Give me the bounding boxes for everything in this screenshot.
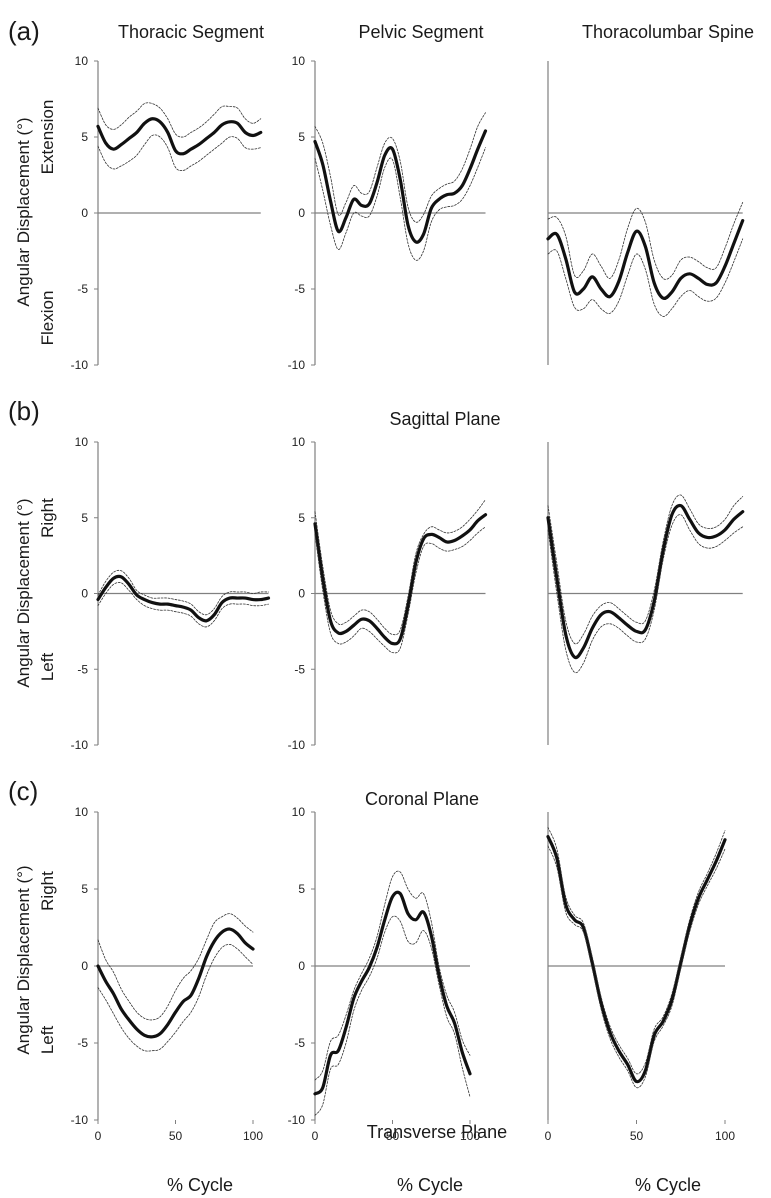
panel-a1-lower-line <box>97 134 262 172</box>
plane-label-sagittal: Sagittal Plane <box>389 409 500 429</box>
panel-b3-lower-line <box>547 514 744 674</box>
row-b-ylabel: Angular Displacement (°) <box>14 498 33 687</box>
column-title-thoracic: Thoracic Segment <box>118 22 264 42</box>
panel-c2-y-tick-label: 0 <box>298 959 305 973</box>
panel-c1-y-tick-label: -5 <box>77 1036 88 1050</box>
panel-b1-y-tick-label: 5 <box>81 511 88 525</box>
plane-label-coronal: Coronal Plane <box>365 789 479 809</box>
x-label-col-3: % Cycle <box>635 1175 701 1195</box>
panel-a2-upper-line <box>314 112 486 223</box>
panel-b2: 10 5 0 -5 -10 <box>288 435 488 752</box>
row-c-ylabel-negative: Left <box>38 1026 57 1055</box>
panel-c2-y-tick-label: 5 <box>298 882 305 896</box>
panel-b1-y-tick-label: 0 <box>81 587 88 601</box>
x-label-col-2: % Cycle <box>397 1175 463 1195</box>
panel-a1-y-tick-label: 0 <box>81 206 88 220</box>
panel-c2-y-tick-label: -5 <box>294 1036 305 1050</box>
row-c-ylabel: Angular Displacement (°) <box>14 865 33 1054</box>
row-a-ylabel: Angular Displacement (°) <box>14 117 33 306</box>
panel-a2-y-tick-label: -5 <box>294 282 305 296</box>
x-label-col-1: % Cycle <box>167 1175 233 1195</box>
panel-c3-upper-line <box>547 827 726 1075</box>
row-c-ylabel-positive: Right <box>38 871 57 911</box>
row-a-ylabel-positive: Extension <box>38 100 57 175</box>
row-b-ylabel-negative: Left <box>38 653 57 682</box>
panel-c2-mean-line <box>313 890 472 1096</box>
panel-b3 <box>546 442 745 745</box>
panel-a1-y-tick-label: -10 <box>71 358 89 372</box>
panel-c1-upper-line <box>97 913 254 1021</box>
panel-c2-x-tick-label: 0 <box>312 1129 319 1143</box>
panel-c3-mean-line <box>546 835 727 1084</box>
panel-c3-x-tick-label: 100 <box>715 1129 735 1143</box>
row-letter-b: (b) <box>8 396 40 426</box>
panel-a1-mean-line <box>96 117 263 156</box>
row-a-ylabel-negative: Flexion <box>38 291 57 346</box>
row-b-ylabel-positive: Right <box>38 498 57 538</box>
panel-c2-y-tick-label: -10 <box>288 1113 306 1127</box>
panel-b1-mean-line <box>96 574 271 623</box>
panel-a1-upper-line <box>97 102 262 138</box>
panel-c2-x-tick-label: 100 <box>460 1129 480 1143</box>
panel-c1-mean-line <box>96 927 255 1039</box>
panels-layer: 1050-5-101050-5-101050-5-101050-5-101050… <box>71 54 745 1143</box>
panel-b2-y-tick-label: 0 <box>298 587 305 601</box>
panel-b2-y-tick-label: -5 <box>294 662 305 676</box>
panel-c2-x-tick-label: 50 <box>386 1129 400 1143</box>
panel-b2-y-tick-label: 10 <box>292 435 306 449</box>
panel-a2-y-tick-label: 0 <box>298 206 305 220</box>
panel-a1: 10 5 0 -5 -10 <box>71 54 263 372</box>
panel-a2-lower-line <box>314 147 486 261</box>
panel-a1-y-tick-label: -5 <box>77 282 88 296</box>
panel-b2-y-tick-label: 5 <box>298 511 305 525</box>
panel-b2-y-tick-label: -10 <box>288 738 306 752</box>
panel-b2-lower-line <box>314 526 486 654</box>
panel-b1: 10 5 0 -5 -10 <box>71 435 271 752</box>
panel-b3-mean-line <box>546 503 745 660</box>
panel-b3-upper-line <box>547 494 744 645</box>
panel-c1-x-tick-label: 100 <box>243 1129 263 1143</box>
panel-c1-y-tick-label: 5 <box>81 882 88 896</box>
panel-c3-x-tick-label: 0 <box>545 1129 552 1143</box>
panel-c3-lower-line <box>547 845 726 1089</box>
plane-label-transverse: Transverse Plane <box>367 1122 507 1142</box>
panel-a2: 10 5 0 -5 -10 <box>288 54 488 372</box>
panel-c2-y-tick-label: 10 <box>292 805 306 819</box>
panel-a1-y-tick-label: 5 <box>81 130 88 144</box>
panel-b1-lower-line <box>97 582 269 628</box>
row-letter-a: (a) <box>8 16 40 46</box>
panel-c1-x-tick-label: 50 <box>169 1129 183 1143</box>
panel-a2-y-tick-label: 10 <box>292 54 306 68</box>
row-letter-c: (c) <box>8 776 38 806</box>
panel-a3 <box>546 61 745 365</box>
panel-a3-lower-line <box>547 238 744 317</box>
panel-b2-upper-line <box>314 499 486 636</box>
panel-c1-y-tick-label: 0 <box>81 959 88 973</box>
panel-b1-y-tick-label: -5 <box>77 662 88 676</box>
column-title-thoracolumbar: Thoracolumbar Spine <box>582 22 754 42</box>
column-title-pelvic: Pelvic Segment <box>358 22 483 42</box>
panel-b2-mean-line <box>313 513 488 646</box>
panel-c1-x-tick-label: 0 <box>95 1129 102 1143</box>
panel-a2-y-tick-label: -10 <box>288 358 306 372</box>
panel-c1-lower-line <box>97 944 254 1052</box>
panel-c3: 0 50 100 <box>545 812 735 1143</box>
panel-a2-y-tick-label: 5 <box>298 130 305 144</box>
panel-a3-mean-line <box>546 219 745 301</box>
panel-b1-y-tick-label: -10 <box>71 738 89 752</box>
panel-b1-upper-line <box>97 569 269 616</box>
panel-a1-y-tick-label: 10 <box>75 54 89 68</box>
panel-c2-lower-line <box>314 915 471 1116</box>
panel-b1-y-tick-label: 10 <box>75 435 89 449</box>
panel-a3-upper-line <box>547 201 744 280</box>
panel-c1-y-tick-label: 10 <box>75 805 89 819</box>
panel-c1-y-tick-label: -10 <box>71 1113 89 1127</box>
panel-a2-mean-line <box>313 129 488 244</box>
panel-c2-upper-line <box>314 870 471 1081</box>
panel-c3-x-tick-label: 50 <box>630 1129 644 1143</box>
